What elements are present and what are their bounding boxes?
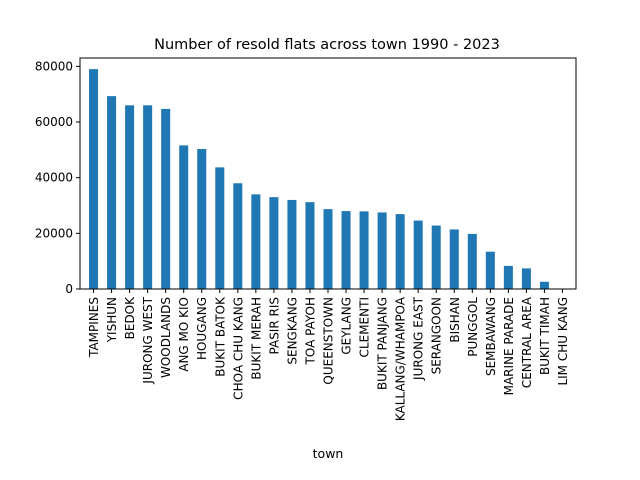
y-tick-label: 80000 bbox=[35, 59, 73, 73]
x-tick-label: YISHUN bbox=[105, 297, 119, 343]
x-tick-label: CENTRAL AREA bbox=[520, 296, 534, 388]
x-tick-label: PASIR RIS bbox=[267, 297, 281, 354]
x-tick-label: CHOA CHU KANG bbox=[231, 297, 245, 400]
x-tick-label: ANG MO KIO bbox=[177, 297, 191, 372]
x-tick-label: SEMBAWANG bbox=[484, 297, 498, 376]
bar-tampines bbox=[89, 69, 99, 289]
chart-title: Number of resold flats across town 1990 … bbox=[154, 37, 500, 53]
bar-ang-mo-kio bbox=[179, 145, 189, 289]
x-tick-label: JURONG WEST bbox=[141, 296, 155, 384]
bar-bukit-timah bbox=[539, 281, 549, 289]
y-tick-label: 40000 bbox=[35, 171, 73, 185]
bar-bukit-merah bbox=[251, 194, 261, 289]
bar-bukit-batok bbox=[215, 167, 225, 289]
x-tick-label: CLEMENTI bbox=[358, 297, 372, 357]
x-tick-label: WOODLANDS bbox=[159, 297, 173, 378]
y-axis: 0 20000 40000 60000 80000 bbox=[35, 59, 80, 296]
bar-jurong-west bbox=[143, 105, 153, 289]
x-tick-label: QUEENSTOWN bbox=[322, 297, 336, 385]
bar-central-area bbox=[521, 268, 531, 289]
x-axis-label: town bbox=[313, 446, 344, 461]
x-tick-label: GEYLANG bbox=[340, 297, 354, 355]
x-tick-label: SERANGOON bbox=[430, 297, 444, 374]
bar-marine-parade bbox=[503, 265, 513, 289]
x-tick-label: BISHAN bbox=[448, 297, 462, 343]
bar-toa-payoh bbox=[305, 202, 315, 289]
bar-bishan bbox=[449, 229, 459, 289]
bar-hougang bbox=[197, 149, 207, 289]
bar-yishun bbox=[107, 96, 117, 290]
x-tick-label: JURONG EAST bbox=[412, 296, 426, 381]
bar-jurong-east bbox=[413, 220, 423, 289]
x-tick-label: BUKIT PANJANG bbox=[376, 297, 390, 390]
x-axis: TAMPINES YISHUN BEDOK JURONG WEST WOODLANDS A… bbox=[87, 289, 570, 421]
y-tick-label: 20000 bbox=[35, 226, 73, 240]
bar-punggol bbox=[467, 233, 477, 289]
bar-serangoon bbox=[431, 225, 441, 289]
bar-bukit-panjang bbox=[377, 212, 387, 289]
bar-queenstown bbox=[323, 209, 333, 289]
x-tick-label: LIM CHU KANG bbox=[556, 297, 570, 386]
bar-pasir-ris bbox=[269, 197, 279, 289]
bars-group bbox=[89, 69, 567, 290]
x-tick-label: TAMPINES bbox=[87, 297, 101, 358]
bar-geylang bbox=[341, 211, 351, 289]
y-tick-label: 0 bbox=[65, 282, 73, 296]
bar-sengkang bbox=[287, 199, 297, 289]
x-tick-label: MARINE PARADE bbox=[502, 297, 516, 395]
x-tick-label: SENGKANG bbox=[285, 297, 299, 365]
x-tick-label: TOA PAYOH bbox=[303, 297, 317, 365]
x-tick-label: HOUGANG bbox=[195, 297, 209, 360]
x-tick-label: PUNGGOL bbox=[466, 297, 480, 357]
bar-choa-chu-kang bbox=[233, 183, 243, 289]
x-tick-label: BUKIT MERAH bbox=[249, 297, 263, 380]
bar-kallang-whampoa bbox=[395, 214, 405, 289]
x-tick-label: BEDOK bbox=[123, 296, 137, 340]
bar-sembawang bbox=[485, 251, 495, 289]
y-tick-label: 60000 bbox=[35, 115, 73, 129]
bar-clementi bbox=[359, 211, 369, 289]
x-tick-label: BUKIT BATOK bbox=[213, 296, 227, 377]
x-tick-label: KALLANG/WHAMPOA bbox=[394, 296, 408, 421]
bar-woodlands bbox=[161, 108, 171, 289]
plot-frame bbox=[79, 57, 577, 290]
x-tick-label: BUKIT TIMAH bbox=[538, 297, 552, 375]
bar-bedok bbox=[125, 105, 135, 289]
